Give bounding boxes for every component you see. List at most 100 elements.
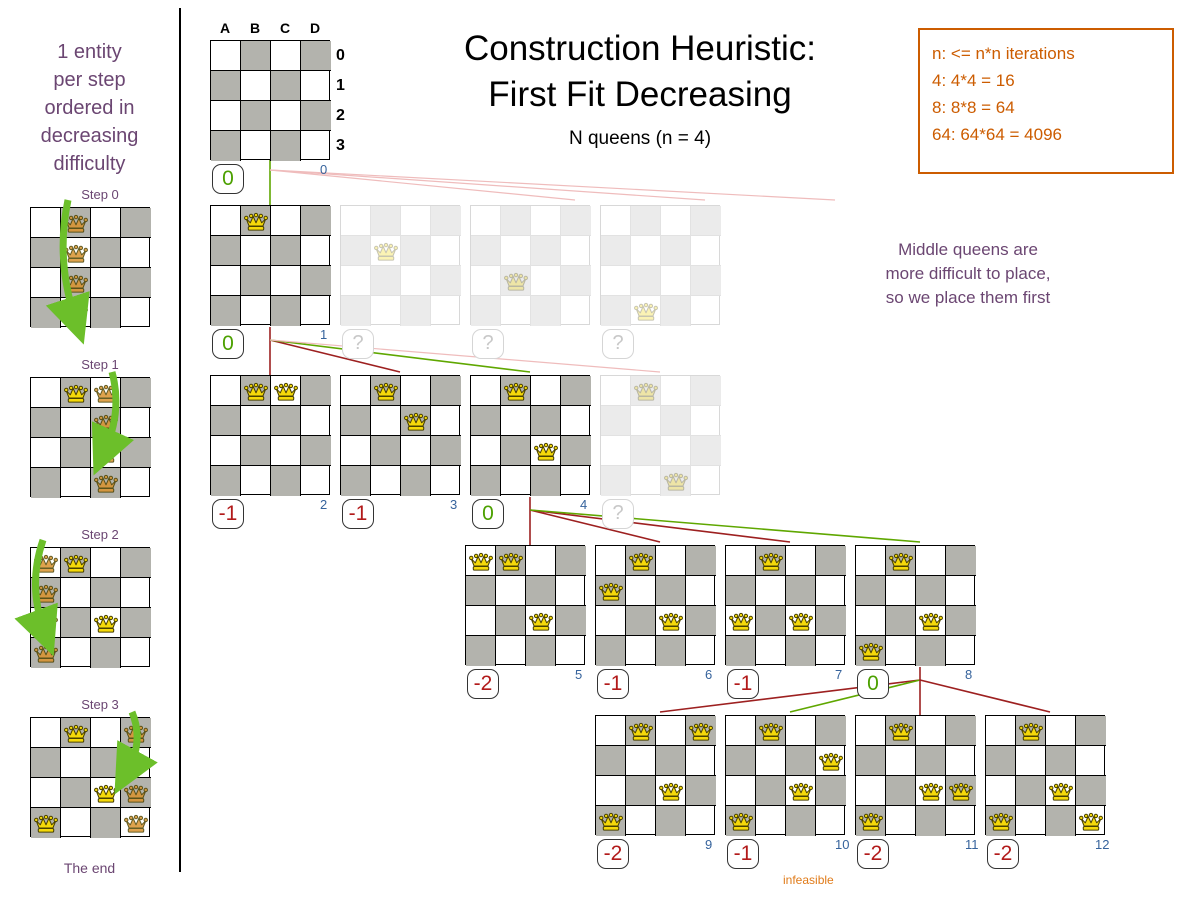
board-cell[interactable] [946,636,976,666]
board-cell[interactable] [1076,806,1106,836]
board-cell[interactable] [31,268,61,298]
board-cell[interactable] [211,406,241,436]
board-cell[interactable] [271,406,301,436]
board-cell[interactable] [561,266,591,296]
board-cell[interactable] [431,266,461,296]
board-cell[interactable] [211,206,241,236]
score-badge-f1c[interactable]: ? [602,329,634,359]
board-cell[interactable] [401,376,431,406]
step-board-2[interactable] [30,547,151,668]
board-cell[interactable] [471,266,501,296]
board-cell[interactable] [561,206,591,236]
board-cell[interactable] [301,296,331,326]
board-cell[interactable] [916,746,946,776]
board-cell[interactable] [121,808,151,838]
board-cell[interactable] [856,546,886,576]
score-badge-9[interactable]: -2 [597,839,629,869]
chessboard-node-11[interactable] [855,715,976,836]
board-cell[interactable] [501,406,531,436]
board-cell[interactable] [756,606,786,636]
board-cell[interactable] [1016,806,1046,836]
board-cell[interactable] [241,206,271,236]
score-badge-10[interactable]: -1 [727,839,759,869]
board-cell[interactable] [656,776,686,806]
board-cell[interactable] [61,548,91,578]
board-cell[interactable] [661,206,691,236]
board-cell[interactable] [531,466,561,496]
board-cell[interactable] [31,608,61,638]
board-cell[interactable] [271,376,301,406]
board-cell[interactable] [986,806,1016,836]
board-cell[interactable] [61,718,91,748]
score-badge-3[interactable]: -1 [342,499,374,529]
board-cell[interactable] [691,206,721,236]
board-cell[interactable] [726,806,756,836]
board-cell[interactable] [756,806,786,836]
board-cell[interactable] [601,406,631,436]
board-cell[interactable] [686,546,716,576]
board-cell[interactable] [986,776,1016,806]
board-cell[interactable] [91,578,121,608]
board-cell[interactable] [371,296,401,326]
board-cell[interactable] [91,638,121,668]
board-cell[interactable] [691,376,721,406]
board-cell[interactable] [601,436,631,466]
board-cell[interactable] [271,296,301,326]
board-cell[interactable] [916,716,946,746]
board-cell[interactable] [726,576,756,606]
step-board-1[interactable] [30,377,151,498]
board-cell[interactable] [496,606,526,636]
board-cell[interactable] [531,376,561,406]
board-cell[interactable] [526,636,556,666]
board-cell[interactable] [31,578,61,608]
board-cell[interactable] [301,466,331,496]
board-cell[interactable] [471,406,501,436]
board-cell[interactable] [61,268,91,298]
board-cell[interactable] [61,238,91,268]
board-cell[interactable] [61,438,91,468]
board-cell[interactable] [1076,746,1106,776]
board-cell[interactable] [856,746,886,776]
chessboard-node-2[interactable] [210,375,331,496]
board-cell[interactable] [371,236,401,266]
board-cell[interactable] [341,376,371,406]
board-cell[interactable] [886,606,916,636]
board-cell[interactable] [501,236,531,266]
board-cell[interactable] [301,436,331,466]
board-cell[interactable] [631,296,661,326]
score-badge-6[interactable]: -1 [597,669,629,699]
board-cell[interactable] [556,636,586,666]
board-cell[interactable] [61,778,91,808]
board-cell[interactable] [596,806,626,836]
board-cell[interactable] [61,208,91,238]
board-cell[interactable] [856,606,886,636]
board-cell[interactable] [596,746,626,776]
board-cell[interactable] [601,376,631,406]
board-cell[interactable] [241,101,271,131]
board-cell[interactable] [631,266,661,296]
board-cell[interactable] [61,298,91,328]
board-cell[interactable] [531,406,561,436]
board-cell[interactable] [61,408,91,438]
board-cell[interactable] [121,608,151,638]
board-cell[interactable] [786,636,816,666]
board-cell[interactable] [61,808,91,838]
step-board-0[interactable] [30,207,151,328]
board-cell[interactable] [756,776,786,806]
board-cell[interactable] [946,806,976,836]
board-cell[interactable] [656,716,686,746]
board-cell[interactable] [661,296,691,326]
board-cell[interactable] [786,576,816,606]
board-cell[interactable] [726,746,756,776]
board-cell[interactable] [916,576,946,606]
board-cell[interactable] [211,466,241,496]
board-cell[interactable] [241,466,271,496]
board-cell[interactable] [371,436,401,466]
score-badge-f1b[interactable]: ? [472,329,504,359]
board-cell[interactable] [471,436,501,466]
score-badge-0[interactable]: 0 [212,164,244,194]
board-cell[interactable] [431,436,461,466]
board-cell[interactable] [371,376,401,406]
board-cell[interactable] [91,378,121,408]
board-cell[interactable] [496,576,526,606]
